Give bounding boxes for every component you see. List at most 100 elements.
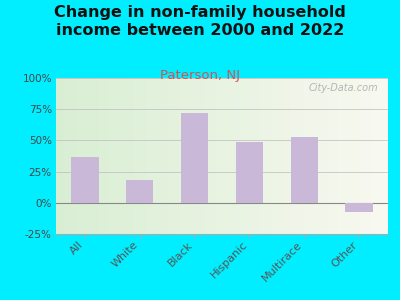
Bar — [326, 78, 328, 234]
Bar — [82, 78, 84, 234]
Bar — [121, 78, 122, 234]
Bar — [144, 78, 146, 234]
Text: Paterson, NJ: Paterson, NJ — [160, 69, 240, 82]
Bar — [272, 78, 274, 234]
Bar — [244, 78, 245, 234]
Bar — [156, 78, 157, 234]
Bar — [146, 78, 147, 234]
Bar — [368, 78, 370, 234]
Bar — [257, 78, 258, 234]
Bar — [297, 78, 298, 234]
Bar — [229, 78, 230, 234]
Bar — [298, 78, 300, 234]
Bar — [345, 78, 346, 234]
Bar — [108, 78, 109, 234]
Bar — [376, 78, 378, 234]
Bar — [342, 78, 343, 234]
Bar — [355, 78, 356, 234]
Bar — [197, 78, 199, 234]
Bar — [180, 78, 182, 234]
Bar — [360, 78, 362, 234]
Bar — [214, 78, 215, 234]
Bar — [262, 78, 264, 234]
Bar — [212, 78, 214, 234]
Bar — [371, 78, 373, 234]
Bar — [152, 78, 154, 234]
Bar — [290, 137, 318, 203]
Bar — [141, 78, 142, 234]
Bar — [184, 78, 186, 234]
Bar — [89, 78, 91, 234]
Bar — [322, 78, 323, 234]
Bar — [277, 78, 278, 234]
Bar — [215, 78, 217, 234]
Bar — [92, 78, 94, 234]
Bar — [59, 78, 61, 234]
Bar — [340, 78, 342, 234]
Bar — [255, 78, 257, 234]
Bar — [162, 78, 164, 234]
Bar — [237, 78, 238, 234]
Bar — [142, 78, 144, 234]
Bar — [224, 78, 225, 234]
Bar — [58, 78, 59, 234]
Bar — [64, 78, 66, 234]
Bar — [119, 78, 121, 234]
Bar — [225, 78, 227, 234]
Bar — [358, 78, 360, 234]
Bar — [378, 78, 380, 234]
Bar — [166, 78, 167, 234]
Bar — [287, 78, 288, 234]
Bar — [350, 78, 352, 234]
Bar — [187, 78, 189, 234]
Bar — [204, 78, 206, 234]
Bar — [305, 78, 307, 234]
Bar — [238, 78, 240, 234]
Bar — [362, 78, 363, 234]
Bar — [137, 78, 139, 234]
Bar — [207, 78, 209, 234]
Bar — [73, 78, 74, 234]
Bar — [265, 78, 267, 234]
Bar — [385, 78, 386, 234]
Bar — [219, 78, 220, 234]
Bar — [232, 78, 234, 234]
Bar — [151, 78, 152, 234]
Bar — [106, 78, 108, 234]
Bar — [147, 78, 149, 234]
Bar — [260, 78, 262, 234]
Bar — [114, 78, 116, 234]
Bar — [348, 78, 350, 234]
Bar — [307, 78, 308, 234]
Bar — [118, 78, 119, 234]
Bar — [112, 78, 114, 234]
Bar — [91, 78, 92, 234]
Bar — [264, 78, 265, 234]
Bar — [154, 78, 156, 234]
Bar — [240, 78, 242, 234]
Bar — [234, 78, 235, 234]
Bar — [111, 78, 112, 234]
Bar — [109, 78, 111, 234]
Bar — [134, 78, 136, 234]
Bar — [267, 78, 268, 234]
Bar — [274, 78, 275, 234]
Bar — [363, 78, 365, 234]
Bar — [356, 78, 358, 234]
Bar — [71, 157, 98, 203]
Bar — [159, 78, 160, 234]
Bar — [200, 78, 202, 234]
Bar — [242, 78, 244, 234]
Bar — [94, 78, 96, 234]
Bar — [252, 78, 254, 234]
Bar — [196, 78, 197, 234]
Bar — [335, 78, 336, 234]
Bar — [182, 78, 184, 234]
Bar — [202, 78, 204, 234]
Bar — [102, 78, 104, 234]
Bar — [179, 78, 180, 234]
Bar — [209, 78, 210, 234]
Bar — [210, 78, 212, 234]
Bar — [282, 78, 284, 234]
Bar — [79, 78, 81, 234]
